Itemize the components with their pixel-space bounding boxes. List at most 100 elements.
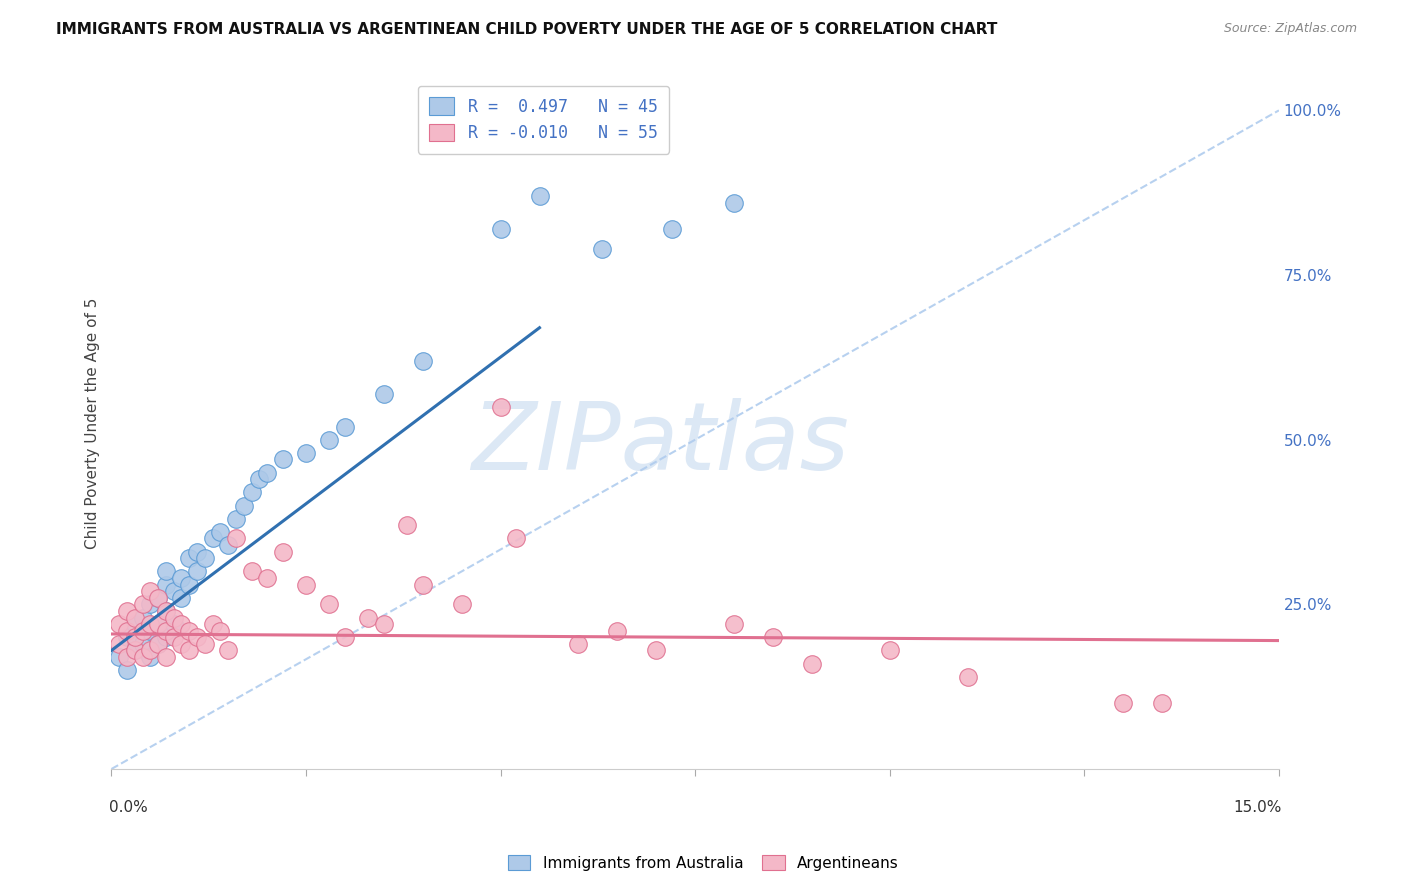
- Point: [108, 637, 131, 651]
- Legend: R =  0.497   N = 45, R = -0.010   N = 55: R = 0.497 N = 45, R = -0.010 N = 55: [418, 86, 669, 153]
- Point: [139, 617, 162, 632]
- Point: [194, 637, 217, 651]
- Point: [412, 353, 434, 368]
- Point: [529, 189, 551, 203]
- Point: [247, 472, 270, 486]
- Point: [146, 637, 169, 651]
- Point: [155, 604, 177, 618]
- Point: [155, 650, 177, 665]
- Point: [645, 643, 668, 657]
- Point: [295, 446, 318, 460]
- Text: IMMIGRANTS FROM AUSTRALIA VS ARGENTINEAN CHILD POVERTY UNDER THE AGE OF 5 CORREL: IMMIGRANTS FROM AUSTRALIA VS ARGENTINEAN…: [56, 22, 998, 37]
- Point: [124, 630, 146, 644]
- Point: [450, 598, 472, 612]
- Point: [186, 565, 208, 579]
- Point: [956, 670, 979, 684]
- Point: [179, 551, 201, 566]
- Point: [489, 222, 512, 236]
- Point: [115, 624, 138, 638]
- Point: [139, 624, 162, 638]
- Y-axis label: Child Poverty Under the Age of 5: Child Poverty Under the Age of 5: [86, 298, 100, 549]
- Point: [591, 242, 613, 256]
- Text: 15.0%: 15.0%: [1233, 799, 1282, 814]
- Point: [139, 650, 162, 665]
- Point: [373, 386, 395, 401]
- Point: [373, 617, 395, 632]
- Point: [139, 584, 162, 599]
- Point: [115, 604, 138, 618]
- Point: [256, 466, 278, 480]
- Point: [179, 643, 201, 657]
- Point: [271, 544, 294, 558]
- Point: [155, 604, 177, 618]
- Point: [723, 617, 745, 632]
- Point: [194, 551, 217, 566]
- Point: [108, 617, 131, 632]
- Point: [1152, 696, 1174, 710]
- Point: [170, 617, 193, 632]
- Point: [155, 577, 177, 591]
- Point: [170, 637, 193, 651]
- Point: [209, 624, 232, 638]
- Point: [115, 663, 138, 677]
- Point: [170, 591, 193, 605]
- Point: [163, 617, 186, 632]
- Point: [146, 637, 169, 651]
- Point: [217, 643, 239, 657]
- Point: [155, 630, 177, 644]
- Point: [115, 630, 138, 644]
- Point: [357, 610, 380, 624]
- Point: [146, 591, 169, 605]
- Point: [201, 532, 224, 546]
- Point: [124, 643, 146, 657]
- Point: [131, 637, 153, 651]
- Point: [489, 400, 512, 414]
- Point: [209, 524, 232, 539]
- Point: [396, 518, 419, 533]
- Point: [179, 624, 201, 638]
- Point: [879, 643, 901, 657]
- Point: [139, 598, 162, 612]
- Point: [163, 630, 186, 644]
- Point: [256, 571, 278, 585]
- Point: [318, 433, 340, 447]
- Point: [131, 624, 153, 638]
- Text: ZIPatlas: ZIPatlas: [471, 399, 849, 490]
- Point: [412, 577, 434, 591]
- Point: [186, 544, 208, 558]
- Point: [201, 617, 224, 632]
- Point: [295, 577, 318, 591]
- Point: [271, 452, 294, 467]
- Point: [131, 598, 153, 612]
- Point: [179, 577, 201, 591]
- Point: [240, 565, 263, 579]
- Point: [762, 630, 785, 644]
- Point: [661, 222, 683, 236]
- Legend: Immigrants from Australia, Argentineans: Immigrants from Australia, Argentineans: [498, 846, 908, 880]
- Point: [1112, 696, 1135, 710]
- Point: [723, 195, 745, 210]
- Point: [115, 650, 138, 665]
- Point: [131, 610, 153, 624]
- Point: [155, 624, 177, 638]
- Point: [163, 610, 186, 624]
- Point: [139, 643, 162, 657]
- Point: [108, 650, 131, 665]
- Text: Source: ZipAtlas.com: Source: ZipAtlas.com: [1223, 22, 1357, 36]
- Point: [155, 565, 177, 579]
- Point: [170, 571, 193, 585]
- Point: [131, 650, 153, 665]
- Point: [318, 598, 340, 612]
- Point: [217, 538, 239, 552]
- Point: [567, 637, 589, 651]
- Point: [225, 512, 247, 526]
- Point: [232, 499, 254, 513]
- Point: [606, 624, 628, 638]
- Point: [124, 617, 146, 632]
- Point: [186, 630, 208, 644]
- Point: [163, 584, 186, 599]
- Point: [146, 617, 169, 632]
- Point: [124, 643, 146, 657]
- Point: [225, 532, 247, 546]
- Point: [240, 485, 263, 500]
